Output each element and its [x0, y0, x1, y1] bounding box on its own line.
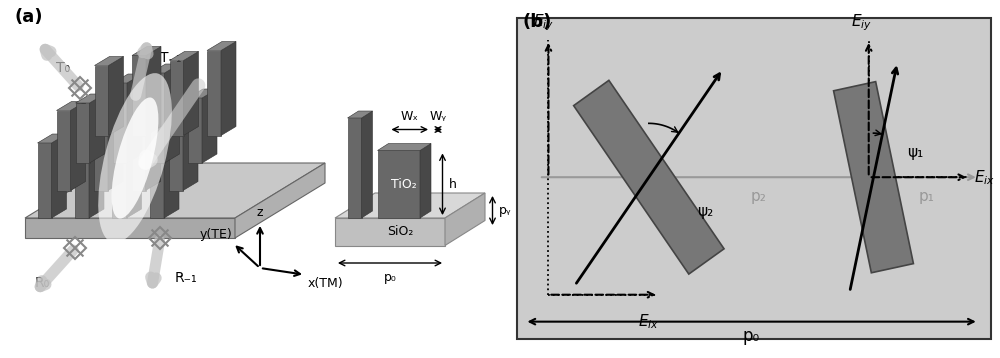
Polygon shape	[90, 94, 104, 163]
Polygon shape	[95, 66, 109, 135]
Polygon shape	[348, 111, 372, 118]
Polygon shape	[70, 102, 86, 190]
Polygon shape	[445, 193, 485, 246]
Polygon shape	[164, 64, 179, 163]
Polygon shape	[170, 61, 184, 135]
Polygon shape	[834, 82, 913, 273]
Text: ψ₂: ψ₂	[697, 204, 713, 219]
Text: (b): (b)	[522, 13, 552, 31]
Polygon shape	[56, 102, 86, 111]
Polygon shape	[38, 134, 66, 143]
Polygon shape	[108, 111, 123, 190]
Polygon shape	[378, 150, 420, 218]
Polygon shape	[184, 52, 198, 135]
Polygon shape	[362, 111, 372, 218]
Polygon shape	[164, 144, 179, 218]
Text: $E_{iy}$: $E_{iy}$	[851, 12, 872, 33]
Text: p₁: p₁	[918, 189, 934, 204]
Polygon shape	[113, 74, 142, 83]
Ellipse shape	[112, 97, 158, 218]
Polygon shape	[150, 144, 179, 153]
Polygon shape	[76, 103, 90, 163]
Polygon shape	[150, 64, 179, 73]
Polygon shape	[76, 94, 104, 103]
Polygon shape	[335, 193, 485, 218]
Polygon shape	[127, 74, 142, 163]
Polygon shape	[169, 116, 183, 190]
Text: TiO₂: TiO₂	[391, 178, 417, 191]
Text: T₋₁: T₋₁	[160, 51, 182, 65]
Polygon shape	[75, 149, 104, 158]
Polygon shape	[221, 42, 236, 135]
Polygon shape	[183, 106, 198, 190]
Polygon shape	[132, 106, 146, 190]
Text: p₀: p₀	[743, 326, 760, 344]
Polygon shape	[132, 47, 161, 55]
Polygon shape	[188, 89, 217, 98]
Polygon shape	[94, 111, 123, 121]
Polygon shape	[207, 50, 221, 135]
Polygon shape	[94, 121, 108, 190]
Polygon shape	[150, 153, 164, 218]
Polygon shape	[38, 143, 52, 218]
Polygon shape	[109, 57, 124, 135]
Ellipse shape	[98, 73, 172, 243]
Polygon shape	[235, 163, 325, 238]
Polygon shape	[113, 83, 127, 163]
Polygon shape	[378, 144, 431, 150]
Text: Wₓ: Wₓ	[401, 111, 419, 124]
Text: SiO₂: SiO₂	[387, 225, 413, 238]
Polygon shape	[126, 119, 142, 218]
Polygon shape	[170, 52, 198, 61]
Text: (a): (a)	[15, 8, 44, 26]
Polygon shape	[52, 134, 66, 218]
Polygon shape	[150, 73, 164, 163]
Polygon shape	[146, 47, 161, 135]
Text: p₀: p₀	[384, 271, 396, 284]
Polygon shape	[89, 149, 104, 218]
Polygon shape	[574, 80, 724, 274]
Polygon shape	[420, 144, 431, 218]
Polygon shape	[207, 42, 236, 50]
Text: p₂: p₂	[751, 189, 767, 204]
Polygon shape	[146, 97, 160, 190]
Text: $E_{iy}$: $E_{iy}$	[533, 12, 554, 33]
Polygon shape	[56, 111, 70, 190]
Polygon shape	[75, 158, 89, 218]
Polygon shape	[132, 97, 160, 106]
Text: Wᵧ: Wᵧ	[429, 111, 447, 124]
Text: x(TM): x(TM)	[308, 277, 343, 290]
Text: $E_{ix}$: $E_{ix}$	[974, 168, 995, 187]
Polygon shape	[132, 55, 146, 135]
Polygon shape	[112, 119, 142, 128]
Text: T₀: T₀	[56, 61, 70, 75]
Text: R₀: R₀	[35, 276, 50, 290]
Text: h: h	[448, 178, 456, 191]
Text: R₋₁: R₋₁	[175, 271, 198, 285]
Polygon shape	[202, 89, 217, 163]
Polygon shape	[348, 118, 362, 218]
Polygon shape	[169, 106, 198, 116]
Polygon shape	[95, 57, 124, 66]
Text: y(TE): y(TE)	[199, 228, 232, 241]
Text: ψ₁: ψ₁	[907, 145, 923, 160]
Text: $E_{ix}$: $E_{ix}$	[638, 312, 659, 330]
Polygon shape	[188, 98, 202, 163]
Polygon shape	[25, 218, 235, 238]
Polygon shape	[335, 218, 445, 246]
Polygon shape	[25, 163, 325, 218]
Text: z: z	[257, 206, 263, 219]
Polygon shape	[112, 128, 126, 218]
Text: pᵧ: pᵧ	[498, 204, 511, 217]
